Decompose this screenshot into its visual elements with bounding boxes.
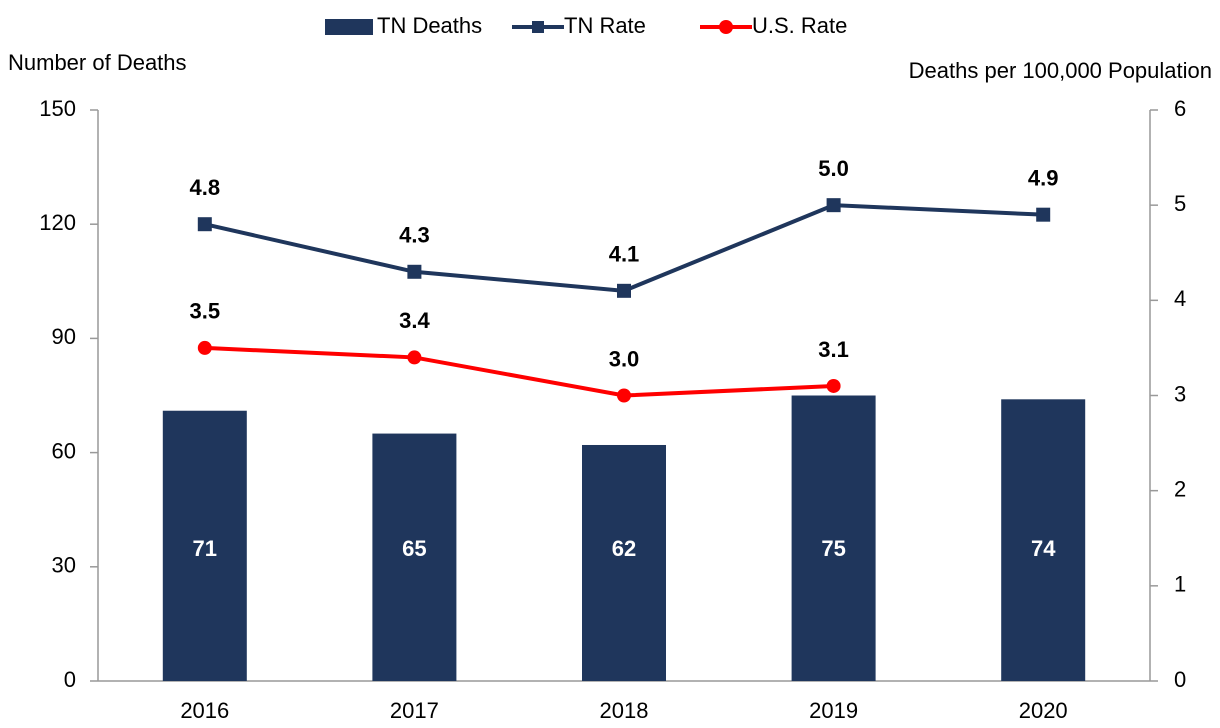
bar-label: 75 [821, 536, 845, 561]
y2-tick-label: 0 [1174, 667, 1186, 692]
marker [617, 388, 631, 403]
y-tick-label: 30 [52, 553, 76, 578]
data-label: 4.1 [609, 242, 640, 267]
bar-label: 65 [402, 536, 426, 561]
y2-tick-label: 4 [1174, 286, 1186, 311]
bar-label: 71 [193, 536, 217, 561]
marker [1036, 207, 1051, 222]
x-tick-label: 2019 [809, 698, 858, 723]
marker [197, 340, 212, 355]
y2-tick-label: 2 [1174, 476, 1186, 501]
x-tick-label: 2017 [390, 698, 439, 723]
y-tick-label: 90 [52, 324, 76, 349]
marker [617, 283, 631, 298]
data-label: 3.0 [609, 346, 640, 371]
y2-tick-label: 5 [1174, 191, 1186, 216]
data-label: 4.3 [399, 223, 430, 248]
marker [826, 198, 841, 213]
bar [162, 410, 247, 681]
y-axis-title: Number of Deaths [8, 50, 187, 75]
data-label: 3.1 [818, 337, 849, 362]
y2-axis-title: Deaths per 100,000 Population [909, 58, 1212, 83]
data-label: 3.4 [399, 308, 430, 333]
bar [582, 444, 666, 681]
legend-swatch [325, 19, 373, 35]
y2-tick-label: 1 [1174, 572, 1186, 597]
x-tick-label: 2020 [1019, 698, 1068, 723]
x-tick-label: 2018 [600, 698, 649, 723]
y2-tick-label: 6 [1174, 96, 1186, 121]
legend-label: U.S. Rate [752, 13, 847, 38]
marker [407, 264, 422, 279]
legend-label: TN Deaths [377, 13, 482, 38]
legend-label: TN Rate [564, 13, 646, 38]
bar [372, 433, 457, 681]
bar [791, 395, 876, 681]
legend-marker [532, 21, 544, 33]
bar [1001, 399, 1086, 681]
bar-label: 74 [1031, 536, 1056, 561]
line [204, 345, 834, 398]
legend-marker [719, 20, 733, 34]
y-tick-label: 60 [52, 438, 76, 463]
marker [826, 378, 841, 393]
data-label: 4.8 [190, 175, 221, 200]
y-tick-label: 150 [39, 96, 76, 121]
marker [407, 350, 422, 365]
data-label: 3.5 [190, 299, 221, 324]
y2-tick-label: 3 [1174, 381, 1186, 406]
y-tick-label: 120 [39, 210, 76, 235]
marker [197, 217, 212, 232]
data-label: 5.0 [818, 156, 849, 181]
x-tick-label: 2016 [180, 698, 229, 723]
bar-label: 62 [612, 536, 636, 561]
data-label: 4.9 [1028, 165, 1059, 190]
y-tick-label: 0 [64, 667, 76, 692]
